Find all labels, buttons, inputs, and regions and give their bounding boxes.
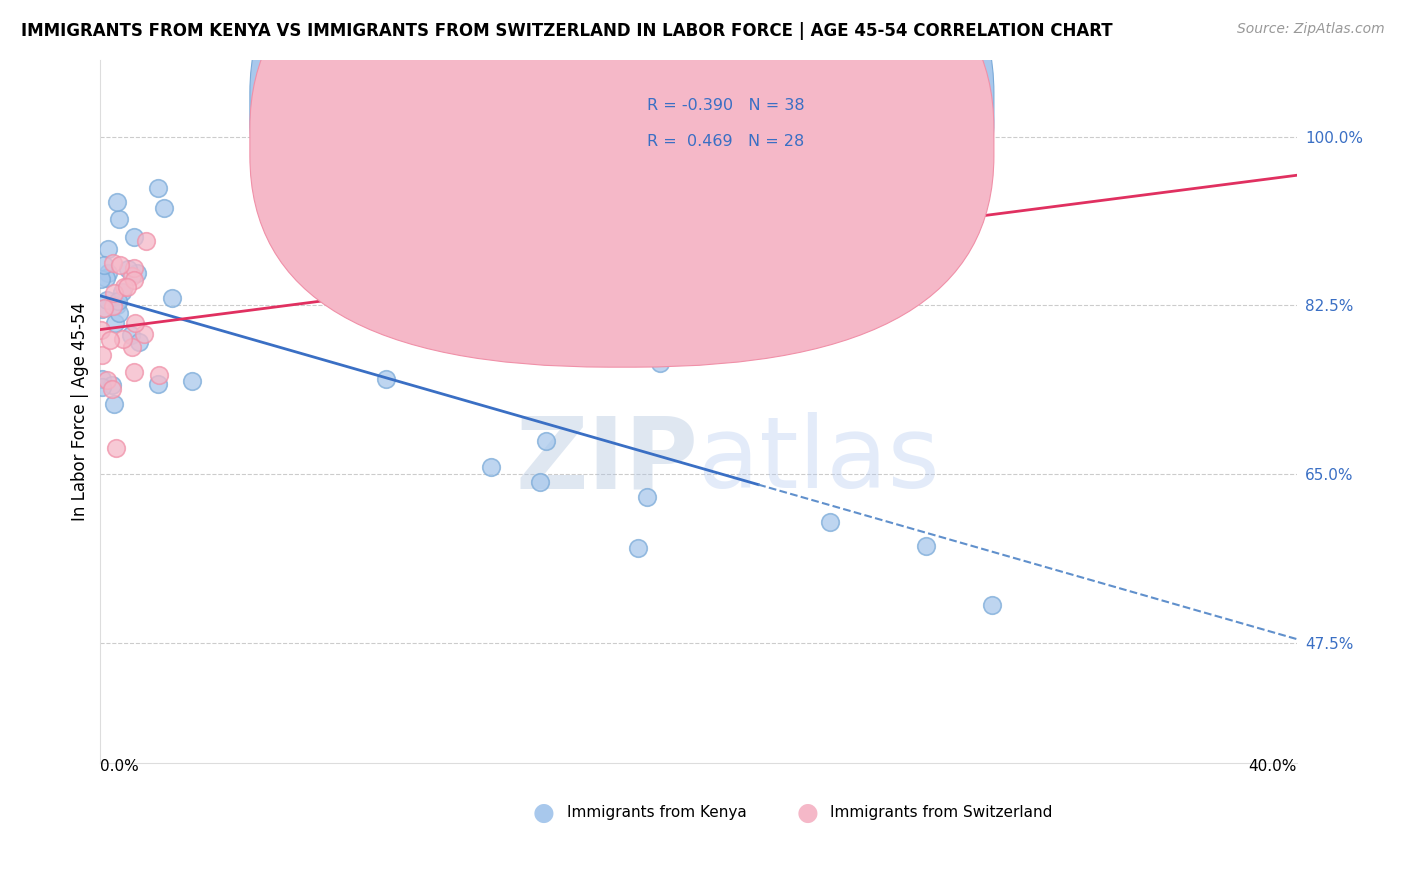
Point (122, 273, 145, 287)
Text: 40.0%: 40.0% (1249, 758, 1296, 773)
FancyBboxPatch shape (591, 78, 920, 172)
Point (96, 373, 118, 387)
Point (105, 298, 128, 312)
Point (120, 328, 142, 343)
Point (122, 260, 145, 275)
Point (125, 266, 148, 280)
Point (128, 335, 150, 350)
Point (104, 441, 127, 455)
Text: atlas: atlas (699, 412, 941, 509)
Point (105, 195, 128, 210)
Point (648, 356, 671, 370)
Point (180, 375, 202, 389)
Point (98, 334, 121, 348)
Point (108, 211, 131, 226)
Point (93, 259, 115, 273)
Point (90, 271, 112, 285)
Text: R =  0.469   N = 28: R = 0.469 N = 28 (647, 135, 804, 150)
Point (122, 230, 145, 244)
Text: Immigrants from Switzerland: Immigrants from Switzerland (830, 805, 1053, 820)
Point (97, 266, 120, 280)
Point (124, 316, 146, 330)
Point (132, 327, 155, 342)
Point (111, 332, 134, 346)
Point (91, 380, 114, 394)
Text: Source: ZipAtlas.com: Source: ZipAtlas.com (1237, 22, 1385, 37)
Point (91, 372, 114, 386)
Point (96, 293, 118, 307)
Point (97, 242, 120, 256)
Text: R = -0.390   N = 38: R = -0.390 N = 38 (647, 98, 804, 113)
Point (148, 368, 170, 382)
FancyBboxPatch shape (250, 0, 994, 368)
Point (375, 372, 398, 386)
Point (980, 599, 1002, 613)
Text: IMMIGRANTS FROM KENYA VS IMMIGRANTS FROM SWITZERLAND IN LABOR FORCE | AGE 45-54 : IMMIGRANTS FROM KENYA VS IMMIGRANTS FROM… (21, 22, 1112, 40)
Point (108, 306, 131, 320)
Text: ●: ● (796, 801, 818, 825)
Text: Immigrants from Kenya: Immigrants from Kenya (567, 805, 747, 820)
Point (146, 181, 169, 195)
FancyBboxPatch shape (250, 0, 994, 332)
Point (914, 540, 936, 554)
Point (91, 301, 114, 316)
Point (103, 299, 125, 313)
Point (103, 286, 125, 301)
Point (627, 541, 650, 555)
Point (479, 459, 502, 474)
Point (101, 378, 124, 392)
Point (529, 475, 551, 489)
Y-axis label: In Labor Force | Age 45-54: In Labor Force | Age 45-54 (72, 302, 89, 521)
Text: 0.0%: 0.0% (100, 758, 139, 773)
Point (122, 365, 145, 379)
Point (93, 301, 115, 315)
Point (101, 256, 124, 270)
Point (94, 271, 117, 285)
Point (108, 258, 131, 272)
Point (107, 294, 129, 309)
Point (101, 382, 124, 396)
Point (104, 316, 127, 330)
Point (117, 261, 139, 276)
Point (820, 516, 842, 530)
Point (90, 348, 112, 362)
Point (90, 323, 112, 337)
Point (153, 201, 176, 215)
Point (636, 490, 658, 504)
Point (688, 321, 710, 335)
Point (121, 268, 143, 283)
Point (103, 397, 125, 411)
Text: ●: ● (533, 801, 555, 825)
Point (135, 234, 157, 248)
Point (112, 280, 135, 294)
Text: ZIP: ZIP (516, 412, 699, 509)
Point (537, 246, 560, 260)
Point (160, 292, 183, 306)
Point (115, 279, 138, 293)
Point (536, 434, 558, 448)
Point (388, 256, 411, 270)
Point (121, 340, 143, 354)
Point (111, 285, 134, 299)
Point (146, 376, 169, 391)
